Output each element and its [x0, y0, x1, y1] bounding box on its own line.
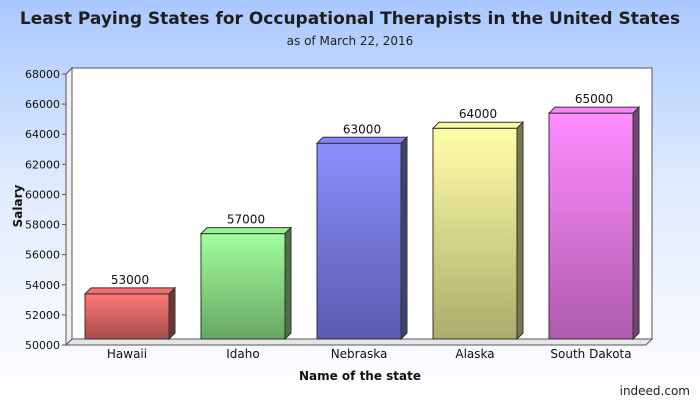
bar-top-face	[199, 227, 293, 235]
x-tick-label: Alaska	[455, 347, 494, 361]
bar-top-face	[547, 106, 641, 114]
bar-side-face	[284, 226, 292, 341]
y-tick-label: 64000	[25, 128, 60, 141]
bar-side-face	[632, 105, 640, 341]
bar-value-label: 57000	[227, 213, 265, 227]
bar-top-face	[431, 121, 525, 129]
bar-value-label: 63000	[343, 122, 381, 136]
bar-value-label: 64000	[459, 107, 497, 121]
y-tick-label: 58000	[25, 219, 60, 232]
bars-group: 53000 57000 63000 64000 65000	[83, 92, 641, 341]
y-tick-label: 50000	[25, 339, 60, 352]
bar-hawaii	[84, 293, 170, 340]
bar-value-label: 65000	[575, 92, 613, 106]
bar-side-face	[400, 136, 408, 341]
x-axis: Hawaii Idaho Nebraska Alaska South Dakota	[107, 347, 632, 361]
plot-side-wall	[65, 66, 73, 347]
bar-side-face	[168, 286, 176, 341]
y-tick-label: 56000	[25, 249, 60, 262]
x-tick-label: Idaho	[226, 347, 259, 361]
bar-south-dakota	[548, 112, 634, 340]
y-tick-label: 62000	[25, 158, 60, 171]
y-axis-title: Salary	[11, 184, 25, 227]
x-axis-title: Name of the state	[299, 369, 421, 383]
y-tick-label: 52000	[25, 309, 60, 322]
bar-top-face	[83, 287, 177, 295]
source-credit: indeed.com	[620, 384, 690, 398]
y-axis: 50000 52000 54000 56000 58000 60000 62000 64000…	[25, 68, 66, 352]
bar-value-label: 53000	[111, 273, 149, 287]
x-tick-label: Nebraska	[331, 347, 388, 361]
chart-subtitle: as of March 22, 2016	[287, 34, 414, 48]
bar-side-face	[516, 121, 524, 341]
x-tick-label: Hawaii	[107, 347, 147, 361]
x-tick-label: South Dakota	[550, 347, 631, 361]
y-tick-label: 66000	[25, 98, 60, 111]
bar-nebraska	[316, 142, 402, 340]
bar-alaska	[432, 127, 518, 340]
y-tick-label: 54000	[25, 279, 60, 292]
y-tick-label: 68000	[25, 68, 60, 81]
plot-floor	[64, 338, 654, 346]
y-tick-label: 60000	[25, 188, 60, 201]
bar-top-face	[315, 136, 409, 144]
bar-idaho	[200, 233, 286, 340]
chart-title: Least Paying States for Occupational The…	[20, 9, 680, 29]
